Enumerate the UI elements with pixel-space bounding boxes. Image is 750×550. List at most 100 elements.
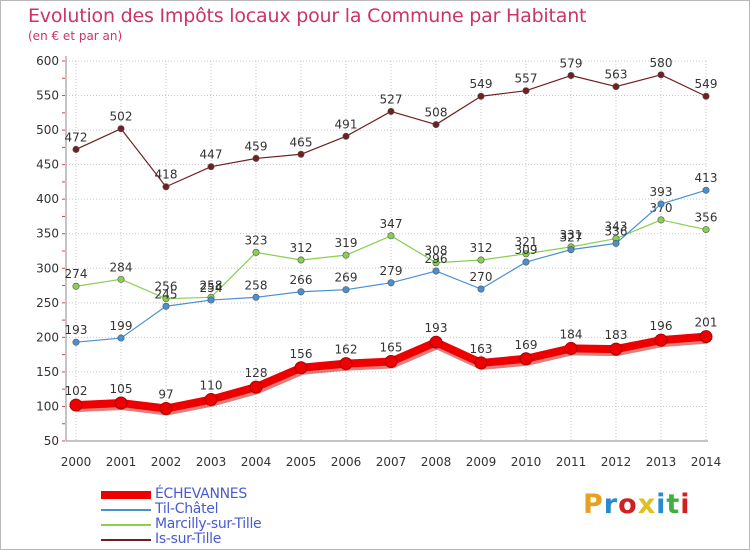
data-point	[702, 186, 710, 194]
data-point	[429, 335, 443, 349]
x-tick-label: 2003	[196, 455, 227, 469]
y-tick-label: 300	[36, 261, 59, 275]
x-tick-label: 2011	[556, 455, 587, 469]
data-label: 527	[380, 92, 403, 106]
x-tick-label: 2002	[151, 455, 182, 469]
data-label: 309	[515, 243, 538, 257]
x-tick-label: 2000	[61, 455, 92, 469]
data-point	[657, 216, 665, 224]
data-point	[657, 200, 665, 208]
data-label: 184	[560, 327, 583, 341]
data-point	[69, 398, 83, 412]
y-tick-label: 450	[36, 158, 59, 172]
data-label: 258	[200, 278, 223, 292]
data-label: 508	[425, 106, 448, 120]
data-point	[522, 258, 530, 266]
data-label: 549	[695, 77, 718, 91]
x-tick-label: 2007	[376, 455, 407, 469]
data-point	[252, 293, 260, 301]
chart-title: Evolution des Impôts locaux pour la Comm…	[28, 5, 587, 27]
data-label: 321	[515, 235, 538, 249]
x-tick-label: 2013	[646, 455, 677, 469]
data-label: 472	[65, 130, 88, 144]
logo-letter: i	[680, 489, 691, 520]
data-label: 579	[560, 57, 583, 71]
x-tick-label: 2006	[331, 455, 362, 469]
data-label: 327	[560, 231, 583, 245]
data-point	[342, 286, 350, 294]
y-tick-label: 350	[36, 227, 59, 241]
data-point	[342, 132, 350, 140]
data-label: 128	[245, 366, 268, 380]
legend-label: Til-Châtel	[155, 501, 219, 517]
data-point	[519, 352, 533, 366]
data-label: 308	[425, 244, 448, 258]
y-tick-label: 50	[44, 434, 59, 448]
data-label: 97	[158, 388, 173, 402]
data-point	[567, 246, 575, 254]
data-point	[162, 295, 170, 303]
proxiti-logo: Proxiti	[583, 489, 691, 520]
x-tick-label: 2005	[286, 455, 317, 469]
data-point	[567, 72, 575, 80]
data-point	[249, 380, 263, 394]
data-label: 183	[605, 328, 628, 342]
data-label: 356	[695, 211, 718, 225]
data-label: 343	[605, 220, 628, 234]
data-label: 312	[290, 241, 313, 255]
data-label: 165	[380, 341, 403, 355]
data-label: 162	[335, 343, 358, 357]
data-point	[114, 396, 128, 410]
data-label: 266	[290, 273, 313, 287]
data-point	[297, 256, 305, 264]
data-label: 169	[515, 338, 538, 352]
data-label: 347	[380, 217, 403, 231]
y-tick-label: 200	[36, 330, 59, 344]
data-point	[117, 334, 125, 342]
legend-label: Marcilly-sur-Tille	[155, 516, 262, 532]
data-label: 270	[470, 270, 493, 284]
data-label: 549	[470, 77, 493, 91]
data-label: 557	[515, 72, 538, 86]
data-point	[387, 232, 395, 240]
data-label: 312	[470, 241, 493, 255]
data-label: 563	[605, 68, 628, 82]
data-label: 393	[650, 185, 673, 199]
x-tick-label: 2014	[691, 455, 722, 469]
logo-letter: i	[656, 489, 667, 520]
data-label: 502	[110, 110, 133, 124]
chart-subtitle: (en € et par an)	[28, 29, 123, 43]
data-label: 201	[695, 316, 718, 330]
data-label: 491	[335, 117, 358, 131]
data-label: 156	[290, 347, 313, 361]
data-point	[477, 256, 485, 264]
x-tick-label: 2001	[106, 455, 137, 469]
data-label: 296	[425, 252, 448, 266]
data-point	[612, 239, 620, 247]
data-label: 447	[200, 148, 223, 162]
logo-letter: o	[618, 489, 638, 520]
data-label: 110	[200, 379, 223, 393]
data-label: 258	[245, 278, 268, 292]
data-label: 193	[425, 321, 448, 335]
legend-swatch	[101, 490, 151, 499]
data-point	[522, 250, 530, 258]
data-label: 459	[245, 139, 268, 153]
legend-label: Is-sur-Tille	[155, 531, 222, 547]
data-label: 254	[200, 281, 223, 295]
data-label: 418	[155, 168, 178, 182]
data-point	[612, 83, 620, 91]
x-tick-label: 2012	[601, 455, 632, 469]
data-point	[162, 302, 170, 310]
data-point	[72, 338, 80, 346]
data-label: 274	[65, 267, 88, 281]
data-point	[117, 125, 125, 133]
data-point	[699, 330, 713, 344]
data-point	[207, 163, 215, 171]
data-point	[474, 356, 488, 370]
data-point	[339, 357, 353, 371]
data-point	[384, 355, 398, 369]
y-tick-label: 150	[36, 365, 59, 379]
data-label: 269	[335, 271, 358, 285]
